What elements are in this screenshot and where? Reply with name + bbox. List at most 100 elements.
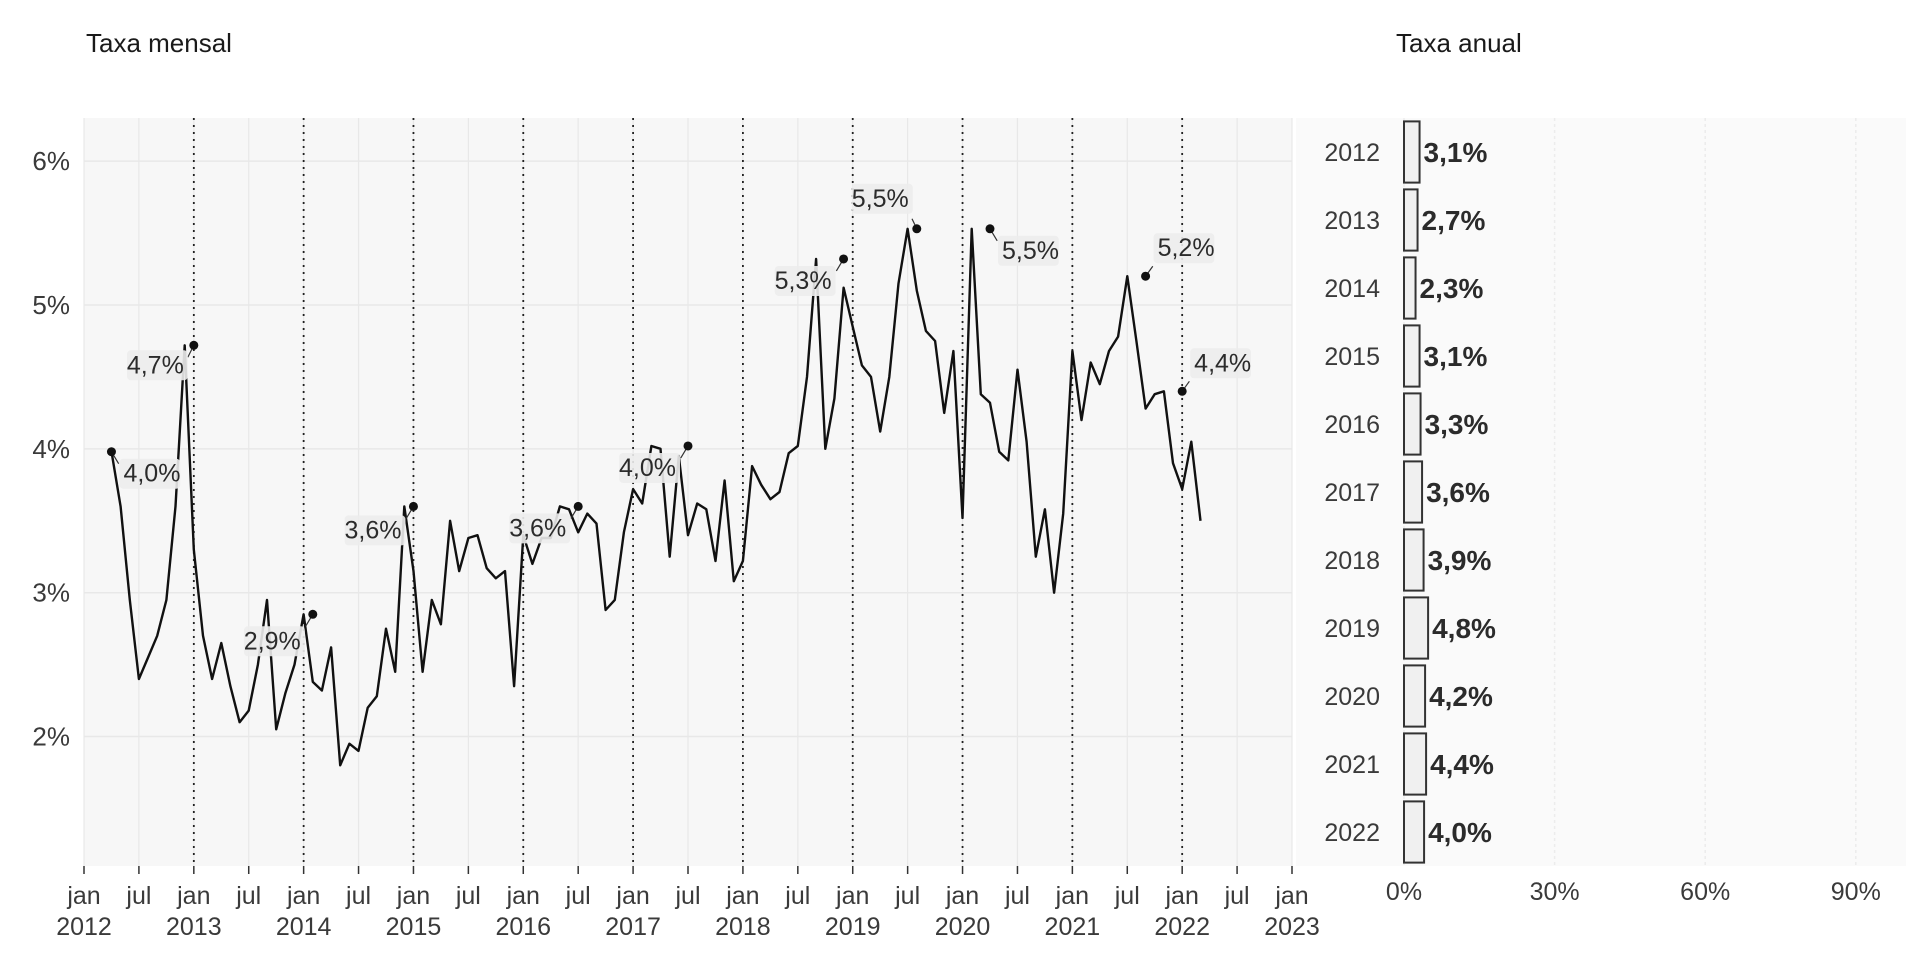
- x-tick-year: 2017: [605, 913, 661, 941]
- point-label-box: [619, 452, 680, 483]
- point-label: 5,5%: [1002, 237, 1059, 265]
- annual-bar: [1403, 188, 1419, 252]
- annual-bar: [1403, 392, 1422, 456]
- point-label-box: [119, 458, 181, 489]
- bar-value-label: 3,1%: [1424, 341, 1488, 372]
- point-label-box: [509, 513, 571, 544]
- annual-bar: [1403, 800, 1426, 864]
- monthly-chart-title: Taxa mensal: [86, 28, 232, 58]
- x-tick-year: 2018: [715, 913, 771, 941]
- x-tick-month: jul: [1004, 882, 1030, 910]
- point-label: 5,3%: [775, 267, 832, 295]
- bar-value-label: 3,3%: [1425, 409, 1489, 440]
- highlight-point: [1177, 386, 1187, 396]
- point-label-box: [998, 235, 1059, 266]
- highlight-point: [189, 340, 199, 350]
- x-tick-month: jul: [784, 882, 810, 910]
- annual-bars: 3,1% 2,7% 2,3% 3,1% 3,3% 3,6% 3,9% 4,8% 4,2% 4,4%…: [1403, 120, 1496, 864]
- y-tick-label: 4%: [32, 434, 70, 464]
- annual-x-axis: 0% 30% 60% 90%: [1386, 878, 1881, 906]
- bar-value-label: 3,6%: [1426, 477, 1490, 508]
- point-label-box: [774, 265, 836, 296]
- annual-bar: [1403, 528, 1425, 592]
- x-tick-month: jan: [615, 882, 649, 910]
- point-label: 4,0%: [123, 460, 180, 488]
- point-label: 4,7%: [127, 351, 184, 379]
- point-label: 3,6%: [509, 514, 566, 542]
- x-tick-year: 2015: [386, 913, 442, 941]
- x-tick-year: 2022: [1154, 913, 1210, 941]
- point-label-box: [1190, 348, 1251, 379]
- year-category-label: 2019: [1324, 615, 1380, 643]
- highlight-point: [683, 441, 693, 451]
- point-label-box: [127, 350, 188, 381]
- x-tick-month: jul: [455, 882, 481, 910]
- year-category-label: 2017: [1324, 479, 1380, 507]
- bar-value-label: 4,4%: [1430, 749, 1494, 780]
- bar-value-label: 3,9%: [1428, 545, 1492, 576]
- highlight-point: [985, 224, 995, 234]
- point-label: 2,9%: [244, 627, 301, 655]
- highlight-point: [912, 224, 922, 234]
- year-category-label: 2015: [1324, 343, 1380, 371]
- point-label: 5,5%: [852, 185, 909, 213]
- x-tick-month: jan: [835, 882, 869, 910]
- x-tick-month: jan: [1055, 882, 1089, 910]
- x-tick-month: jul: [674, 882, 700, 910]
- x-tick-year: 2021: [1045, 913, 1101, 941]
- x-tick-month: jul: [894, 882, 920, 910]
- point-label: 3,6%: [344, 516, 401, 544]
- annual-plot-panel: [1296, 118, 1906, 866]
- point-label-box: [344, 515, 406, 546]
- monthly-year-dotted-lines: [192, 118, 1184, 866]
- x-tick-month: jul: [345, 882, 371, 910]
- point-label: 4,4%: [1194, 349, 1251, 377]
- year-category-label: 2014: [1324, 275, 1380, 303]
- annual-bar: [1403, 664, 1427, 728]
- x-tick-month: jan: [396, 882, 430, 910]
- x-tick-year: 2013: [166, 913, 222, 941]
- x-tick-label: 90%: [1831, 878, 1881, 906]
- x-tick-month: jul: [1224, 882, 1250, 910]
- point-label-box: [243, 626, 305, 657]
- x-tick-month: jul: [125, 882, 151, 910]
- x-tick-month: jul: [235, 882, 261, 910]
- monthly-y-axis: 2% 3% 4% 5% 6%: [32, 146, 70, 751]
- bar-value-label: 3,1%: [1424, 137, 1488, 168]
- highlight-point: [408, 501, 418, 511]
- highlight-point: [839, 254, 849, 264]
- monthly-series-line: [110, 227, 1202, 767]
- x-tick-month: jan: [176, 882, 210, 910]
- highlight-point: [1141, 271, 1151, 281]
- x-tick-month: jan: [66, 882, 100, 910]
- point-label-box: [1153, 233, 1215, 264]
- year-category-label: 2016: [1324, 411, 1380, 439]
- x-tick-year: 2023: [1264, 913, 1320, 941]
- x-tick-label: 30%: [1530, 878, 1580, 906]
- bar-value-label: 4,0%: [1428, 817, 1492, 848]
- x-tick-month: jan: [725, 882, 759, 910]
- annual-bar: [1403, 732, 1428, 796]
- x-tick-year: 2012: [56, 913, 112, 941]
- year-category-label: 2013: [1324, 207, 1380, 235]
- y-tick-label: 6%: [32, 146, 70, 176]
- point-label-box: [851, 183, 913, 214]
- year-category-label: 2012: [1324, 139, 1380, 167]
- bar-value-label: 2,3%: [1420, 273, 1484, 304]
- bar-value-label: 4,2%: [1429, 681, 1493, 712]
- point-label: 4,0%: [619, 454, 676, 482]
- year-category-label: 2020: [1324, 683, 1380, 711]
- annual-bar: [1403, 460, 1424, 524]
- highlight-point: [308, 609, 318, 619]
- x-tick-month: jan: [1274, 882, 1308, 910]
- annual-bar: [1403, 596, 1430, 660]
- year-category-label: 2018: [1324, 547, 1380, 575]
- x-tick-year: 2014: [276, 913, 332, 941]
- point-label: 5,2%: [1158, 234, 1215, 262]
- x-tick-month: jan: [945, 882, 979, 910]
- monthly-point-labels: 4,0% 4,7% 2,9% 3,6% 3,6% 4,0% 5,3% 5,5% 5,5% 5,2%…: [106, 183, 1251, 657]
- x-tick-month: jul: [565, 882, 591, 910]
- y-tick-label: 5%: [32, 290, 70, 320]
